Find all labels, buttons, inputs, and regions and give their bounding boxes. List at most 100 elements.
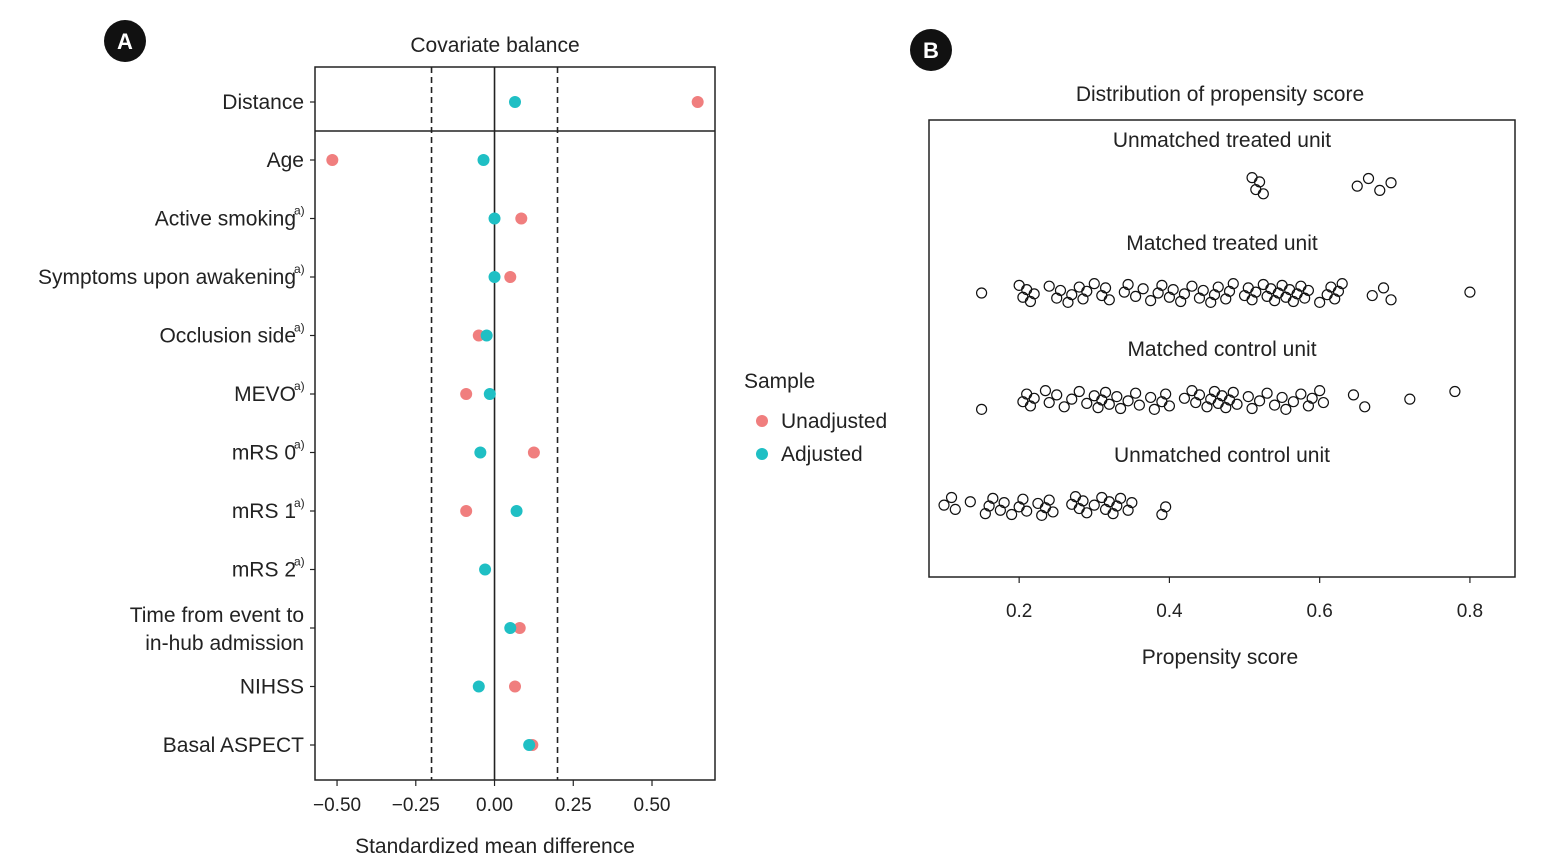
point-unmatched-control-unit [1043, 494, 1055, 506]
point-unmatched-control-unit [1032, 497, 1044, 510]
point-matched-control-unit [1066, 393, 1078, 405]
point-unmatched-control-unit [998, 497, 1010, 509]
covariate-label-mrs-0: mRS 0 [232, 442, 296, 465]
point-adjusted-basal-aspect [523, 739, 536, 751]
covariate-row-mrs-0: mRS 0a) [232, 438, 540, 465]
point-matched-control-unit [1253, 395, 1266, 407]
point-matched-control-unit [1163, 400, 1176, 412]
point-matched-treated-unit [1366, 289, 1378, 302]
covariate-footnote-mrs-0: a) [294, 438, 305, 452]
point-matched-control-unit [1028, 392, 1040, 404]
point-unadjusted-age [326, 154, 339, 166]
covariate-footnote-mevo: a) [294, 379, 305, 393]
point-matched-control-unit [1099, 386, 1112, 398]
covariate-row-mrs-1: mRS 1a) [232, 496, 523, 523]
point-matched-control-unit [1246, 402, 1258, 415]
covariate-row-nihss: NIHSS [240, 676, 521, 699]
panel-b-badge [910, 29, 952, 71]
point-matched-treated-unit [1257, 278, 1269, 291]
point-adjusted-time-from-event-to [504, 622, 517, 634]
point-matched-control-unit [1043, 396, 1055, 409]
group-title-matched-treated-unit: Matched treated unit [1126, 232, 1318, 255]
point-matched-control-unit [1130, 387, 1142, 399]
covariate-label-symptoms-upon-awakening: Symptoms upon awakening [38, 266, 296, 289]
point-matched-treated-unit [1377, 282, 1390, 294]
point-matched-control-unit [1160, 388, 1172, 400]
point-matched-control-unit [1186, 385, 1198, 397]
point-unmatched-control-unit [964, 496, 976, 508]
covariate-label-mevo: MEVO [234, 383, 296, 406]
point-unadjusted-time-from-event-to [513, 622, 526, 634]
x-tick-label: 0.25 [555, 795, 592, 816]
chart-b-plot-border [928, 119, 1516, 578]
group-matched-treated-unit: Matched treated unit [975, 232, 1476, 308]
point-matched-treated-unit [1145, 295, 1157, 307]
point-unadjusted-active-smoking [515, 212, 528, 225]
point-matched-control-unit [1058, 401, 1070, 413]
point-adjusted-distance [509, 96, 521, 108]
point-adjusted-mrs-2 [479, 563, 492, 576]
point-matched-control-unit [1404, 393, 1416, 405]
chart-a-title: Covariate balance [410, 34, 579, 57]
legend-label-adjusted: Adjusted [781, 443, 863, 466]
point-matched-treated-unit [1043, 280, 1055, 292]
point-matched-treated-unit [1066, 289, 1078, 301]
point-matched-control-unit [1276, 391, 1288, 404]
point-adjusted-symptoms-upon-awakening [488, 271, 501, 283]
point-unmatched-treated-unit [1385, 177, 1397, 189]
chart-a-legend: Sample Unadjusted Adjusted [744, 370, 887, 466]
point-unmatched-control-unit [938, 499, 950, 511]
group-title-unmatched-treated-unit: Unmatched treated unit [1113, 129, 1331, 152]
point-matched-control-unit [1133, 399, 1145, 411]
point-matched-treated-unit [1464, 286, 1476, 298]
point-matched-treated-unit [1186, 280, 1198, 292]
legend-swatch-unadjusted [756, 415, 768, 427]
covariate-row-time-from-event-to: Time from event to in-hub admission [130, 604, 526, 655]
group-matched-control-unit: Matched control unit [975, 338, 1461, 415]
point-matched-treated-unit [1054, 284, 1067, 297]
point-matched-control-unit [975, 403, 988, 415]
point-unmatched-treated-unit [1246, 172, 1258, 184]
point-matched-control-unit [1227, 386, 1239, 398]
point-adjusted-nihss [472, 680, 485, 693]
covariate-footnote-mrs-1: a) [294, 496, 305, 510]
point-matched-control-unit [1103, 398, 1115, 410]
point-matched-control-unit [1306, 392, 1318, 404]
point-matched-control-unit [1148, 403, 1160, 415]
covariate-label-basal-aspect: Basal ASPECT [163, 734, 304, 757]
covariate-label-active-smoking: Active smoking [155, 208, 296, 231]
group-unmatched-treated-unit: Unmatched treated unit [1113, 129, 1397, 200]
point-matched-control-unit [1280, 403, 1292, 415]
point-matched-control-unit [1242, 391, 1254, 403]
x-tick-label: 0.00 [476, 795, 513, 816]
point-adjusted-mrs-1 [510, 505, 523, 517]
covariate-label-nihss: NIHSS [240, 676, 304, 699]
legend-swatch-adjusted [756, 448, 768, 460]
point-matched-control-unit [1039, 385, 1052, 397]
point-matched-control-unit [1449, 385, 1461, 398]
point-matched-treated-unit [1081, 285, 1093, 297]
point-matched-control-unit [1261, 387, 1273, 399]
point-matched-control-unit [1314, 385, 1326, 397]
point-matched-control-unit [1287, 396, 1299, 408]
panel-b-label: B [923, 38, 939, 63]
point-matched-treated-unit [1099, 282, 1112, 294]
x-tick-label: 0.8 [1457, 601, 1483, 622]
covariate-label-age: Age [267, 149, 304, 172]
covariate-label-mrs-1: mRS 1 [232, 500, 296, 523]
propensity-score-chart: Distribution of propensity score Unmatch… [928, 83, 1516, 669]
point-matched-control-unit [1111, 391, 1123, 403]
point-matched-treated-unit [1197, 284, 1209, 297]
point-unmatched-control-unit [1114, 492, 1127, 504]
point-adjusted-occlusion-side [480, 329, 493, 342]
point-matched-treated-unit [1130, 290, 1142, 302]
point-unmatched-control-unit [1017, 493, 1029, 505]
point-unmatched-control-unit [945, 491, 958, 504]
covariate-label-mrs-2: mRS 2 [232, 559, 296, 582]
point-unmatched-control-unit [1126, 497, 1138, 509]
point-unmatched-treated-unit [1362, 172, 1375, 185]
covariate-label-occlusion-side: Occlusion side [159, 325, 296, 348]
group-title-unmatched-control-unit: Unmatched control unit [1114, 444, 1330, 467]
